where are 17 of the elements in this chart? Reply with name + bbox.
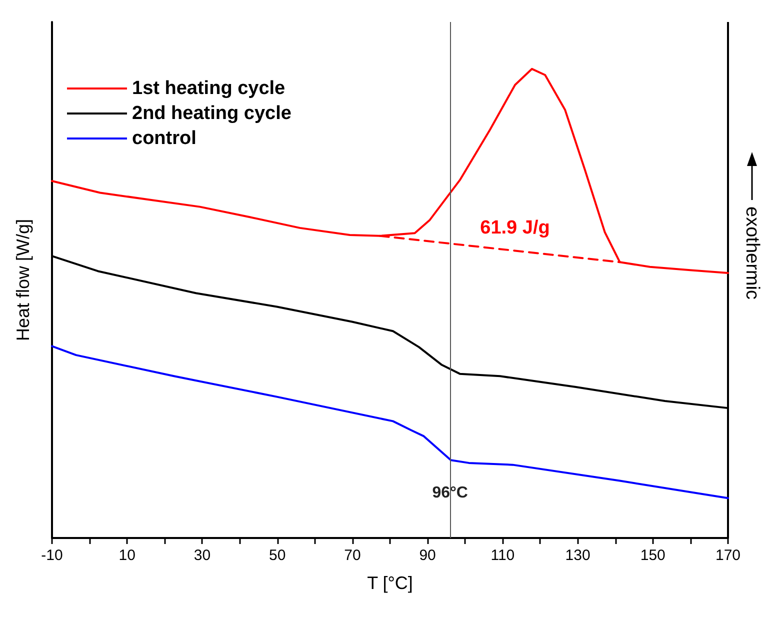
legend-label: 2nd heating cycle — [132, 103, 292, 124]
x-tick-label: 10 — [118, 547, 136, 564]
x-tick-label: 110 — [490, 547, 515, 564]
legend-label: 1st heating cycle — [132, 78, 286, 99]
x-tick-label: 30 — [194, 547, 211, 564]
x-tick-label: 50 — [268, 547, 286, 564]
x-tick-label: 150 — [640, 547, 666, 564]
x-tick-label: -10 — [41, 547, 63, 564]
text: exothermic — [742, 206, 762, 300]
x-tick-label: 70 — [344, 547, 361, 564]
x-tick-label: 90 — [419, 547, 436, 564]
legend-label: control — [132, 128, 196, 149]
y-axis-title: Heat flow [W/g] — [13, 218, 33, 342]
x-tick-label: 130 — [565, 547, 590, 564]
x-tick-label: 170 — [715, 547, 741, 564]
x-axis-title: T [°C] — [367, 573, 413, 593]
annotation: 61.9 J/g — [480, 218, 550, 238]
